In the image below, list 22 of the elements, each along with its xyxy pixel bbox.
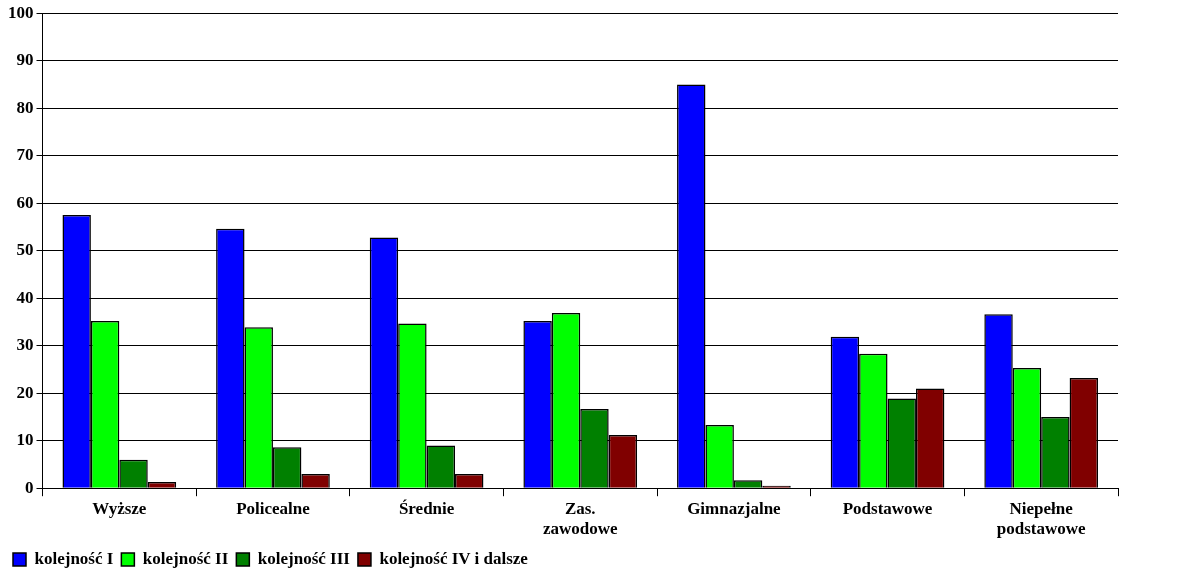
y-tick-label: 50 xyxy=(16,240,34,260)
y-tick-label: 30 xyxy=(16,335,34,355)
x-tick-label: Wyższe xyxy=(92,498,147,518)
legend-label: kolejność III xyxy=(257,548,351,568)
x-tick-label: Podstawowe xyxy=(842,498,933,518)
legend-label: kolejność I xyxy=(34,548,114,568)
legend-label: kolejność IV i dalsze xyxy=(379,548,529,568)
y-tick-label: 0 xyxy=(25,477,34,497)
y-tick-label: 90 xyxy=(16,50,34,70)
legend-label: kolejność II xyxy=(142,548,229,568)
y-tick-label: 60 xyxy=(16,192,34,212)
x-tick-label: Gimnazjalne xyxy=(687,498,782,518)
y-tick-label: 20 xyxy=(16,382,34,402)
y-tick-label: 70 xyxy=(16,145,34,165)
x-tick-label: Niepełne podstawowe xyxy=(996,498,1087,539)
x-tick-label: Średnie xyxy=(398,498,455,518)
x-tick-label: Policealne xyxy=(236,498,311,518)
x-tick-label: Zas. zawodowe xyxy=(542,498,618,539)
y-tick-label: 40 xyxy=(16,287,34,307)
y-tick-label: 80 xyxy=(16,97,34,117)
y-tick-label: 10 xyxy=(16,430,34,450)
y-tick-label: 100 xyxy=(8,2,34,22)
